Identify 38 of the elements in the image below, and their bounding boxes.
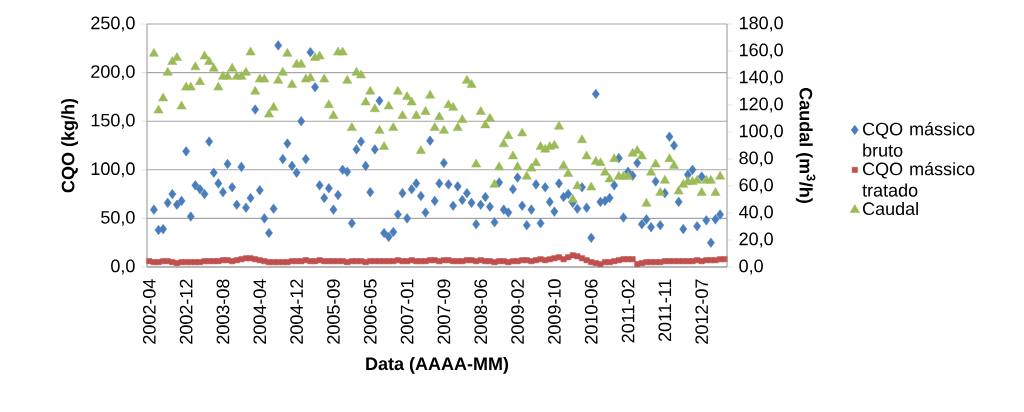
legend-label: Caudal (863, 201, 918, 216)
x-tick-label: 2004-12 (290, 279, 303, 344)
x-tick-label: 2003-08 (216, 279, 230, 344)
y-tick-label: 50,0 (101, 210, 135, 226)
x-tick-label: 2007-09 (437, 279, 451, 344)
y-tick-label: 200,0 (91, 65, 135, 81)
x-tick-label: 2002-12 (179, 279, 193, 344)
legend-label: CQO mássico tratado (862, 161, 975, 197)
y2-tick-label: 40,0 (739, 205, 773, 221)
x-tick-label: 2011-02 (621, 279, 635, 343)
x-tick-label: 2006-05 (363, 279, 377, 344)
y2-tick-label: 20,0 (739, 232, 773, 248)
y2-tick-label: 60,0 (739, 178, 773, 194)
y-tick-label: 100,0 (91, 162, 135, 178)
y2-tick-label: 120,0 (739, 97, 783, 113)
x-axis-title: Data (AAAA-MM) (366, 356, 509, 374)
x-tick-label: 2012-07 (695, 279, 709, 344)
y2-tick-label: 160,0 (739, 43, 783, 59)
x-tick-label: 2004-04 (253, 279, 267, 344)
y2-tick-label: 140,0 (739, 70, 783, 86)
x-tick-label: 2005-09 (327, 279, 340, 344)
x-tick-label: 2002-04 (142, 279, 156, 344)
y-axis-title: CQO (kg/h) (61, 98, 79, 193)
y-tick-label: 0,0 (111, 259, 135, 275)
y2-tick-label: 0,0 (739, 259, 763, 275)
x-tick-label: 2007-01 (400, 279, 414, 344)
y-tick-label: 250,0 (91, 16, 135, 32)
x-tick-label: 2010-06 (584, 279, 598, 344)
x-tick-label: 2011-11 (658, 279, 672, 342)
x-tick-label: 2008-06 (474, 279, 488, 344)
y-tick-label: 150,0 (91, 113, 135, 129)
x-tick-label: 2009-10 (548, 279, 561, 344)
y2-tick-label: 180,0 (739, 16, 783, 32)
legend-label: CQO mássico bruto (863, 121, 975, 157)
y2-tick-label: 100,0 (739, 124, 783, 140)
y2-axis-title: Caudal (m$^{3}$/h) (795, 87, 816, 203)
x-tick-label: 2009-02 (511, 279, 524, 344)
y2-tick-label: 80,0 (739, 151, 773, 167)
